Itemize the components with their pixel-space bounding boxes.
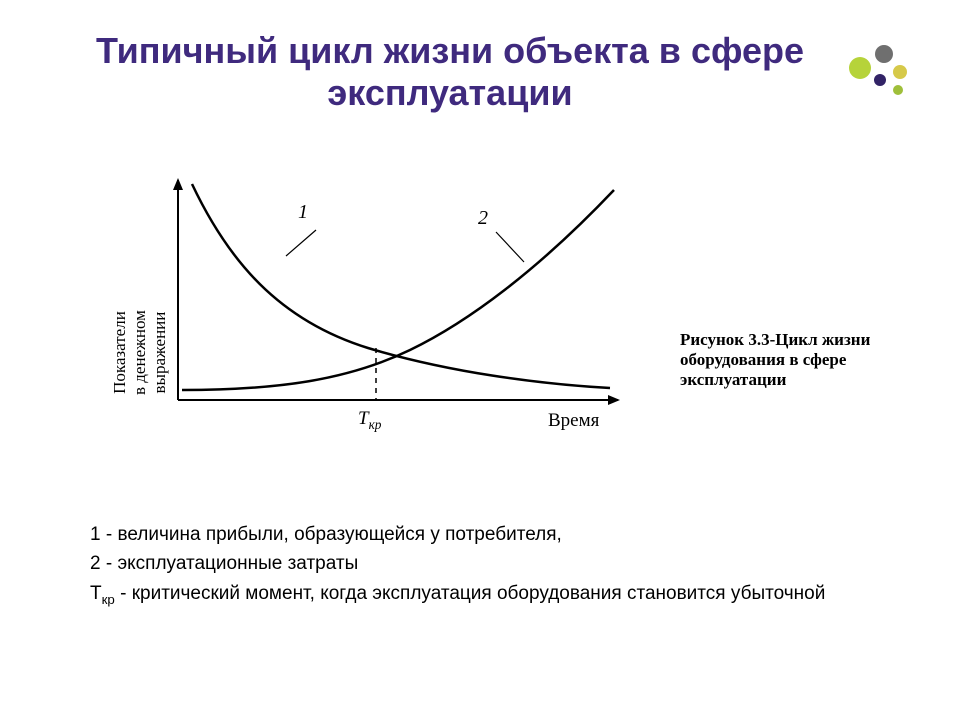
caption-line3: эксплуатации — [680, 370, 930, 390]
legend-tkr-sub: кр — [102, 592, 115, 607]
slide-root: Типичный цикл жизни объекта в сфере эксп… — [0, 0, 960, 720]
decor-dot — [849, 57, 871, 79]
decor-dot — [893, 65, 907, 79]
decor-dot — [893, 85, 903, 95]
decor-dot — [874, 74, 886, 86]
slide-title: Типичный цикл жизни объекта в сфере эксп… — [70, 30, 830, 114]
legend-line1: 1 - величина прибыли, образующейся у пот… — [90, 520, 890, 549]
legend-line3: Ткр - критический момент, когда эксплуат… — [90, 579, 890, 610]
svg-text:2: 2 — [478, 207, 488, 229]
legend-block: 1 - величина прибыли, образующейся у пот… — [90, 520, 890, 610]
figure-caption: Рисунок 3.3-Цикл жизни оборудования в сф… — [680, 330, 930, 390]
corner-dots — [860, 50, 920, 110]
tkr-sub: кр — [369, 417, 382, 432]
decor-dot — [875, 45, 893, 63]
y-axis-label: Показатели в денежном выражении — [110, 310, 170, 395]
tkr-prefix: Т — [358, 408, 369, 429]
legend-line3-rest: - критический момент, когда эксплуатация… — [115, 583, 826, 604]
x-axis-label: Время — [548, 410, 599, 432]
legend-tkr-prefix: Т — [90, 583, 102, 604]
lifecycle-chart: 12 — [118, 170, 638, 430]
caption-line2: оборудования в сфере — [680, 350, 930, 370]
tkr-label: Ткр — [358, 408, 381, 433]
legend-line2: 2 - эксплуатационные затраты — [90, 549, 890, 578]
caption-line1: Рисунок 3.3-Цикл жизни — [680, 330, 930, 350]
svg-text:1: 1 — [298, 201, 308, 223]
